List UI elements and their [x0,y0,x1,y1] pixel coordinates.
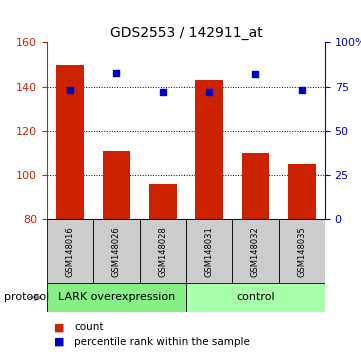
Bar [232,219,279,283]
Text: control: control [236,292,275,302]
Bar [47,283,186,312]
Text: GSM148016: GSM148016 [66,226,75,277]
Text: ■: ■ [54,337,65,347]
Text: GSM148031: GSM148031 [205,226,214,277]
Point [113,70,119,75]
Text: GSM148028: GSM148028 [158,226,167,277]
Text: ■: ■ [54,322,65,332]
Point [206,89,212,95]
Bar [56,65,84,219]
Text: percentile rank within the sample: percentile rank within the sample [74,337,250,347]
Bar [149,184,177,219]
Point [299,87,305,93]
Text: protocol: protocol [4,292,49,302]
Bar [242,153,269,219]
Bar [195,80,223,219]
Text: GSM148026: GSM148026 [112,226,121,277]
Text: LARK overexpression: LARK overexpression [58,292,175,302]
Bar [186,283,325,312]
Bar [47,219,93,283]
Bar [140,219,186,283]
Bar [93,219,140,283]
Bar [186,219,232,283]
Text: GSM148032: GSM148032 [251,226,260,277]
Bar [288,164,316,219]
Bar [103,151,130,219]
Point [253,72,258,77]
Point [160,89,166,95]
Title: GDS2553 / 142911_at: GDS2553 / 142911_at [109,26,262,40]
Bar [279,219,325,283]
Text: count: count [74,322,104,332]
Text: GSM148035: GSM148035 [297,226,306,277]
Point [67,87,73,93]
